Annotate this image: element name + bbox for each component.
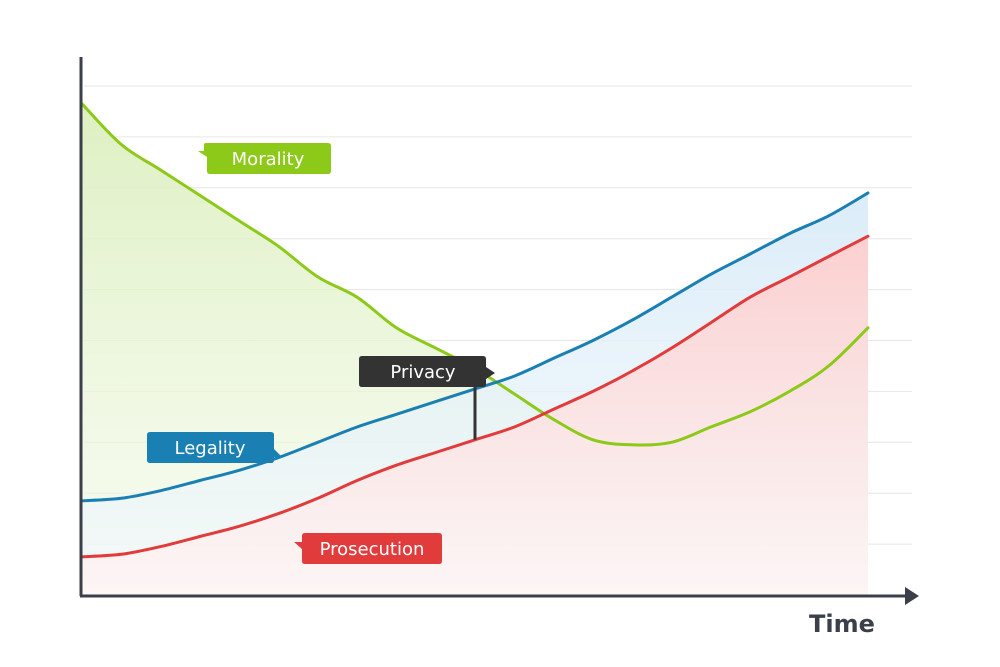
prosecution-area — [82, 236, 868, 595]
x-axis-title: Time — [809, 610, 875, 638]
prosecution-label: Prosecution — [294, 533, 442, 564]
privacy-label-text: Privacy — [390, 362, 456, 383]
privacy-label-tag — [359, 356, 495, 387]
prosecution-label-tag — [294, 533, 442, 564]
privacy-label: Privacy — [359, 356, 495, 387]
prosecution-label-text: Prosecution — [320, 539, 425, 560]
morality-label-tag — [198, 143, 331, 174]
x-axis-arrow — [905, 587, 919, 605]
legality-label-text: Legality — [175, 438, 246, 459]
prosecution-line — [80, 234, 870, 559]
morality-label-text: Morality — [232, 149, 305, 170]
legality-label-tag — [147, 432, 282, 463]
morality-label: Morality — [198, 143, 331, 174]
legality-label: Legality — [147, 432, 282, 463]
axes — [79, 57, 919, 605]
